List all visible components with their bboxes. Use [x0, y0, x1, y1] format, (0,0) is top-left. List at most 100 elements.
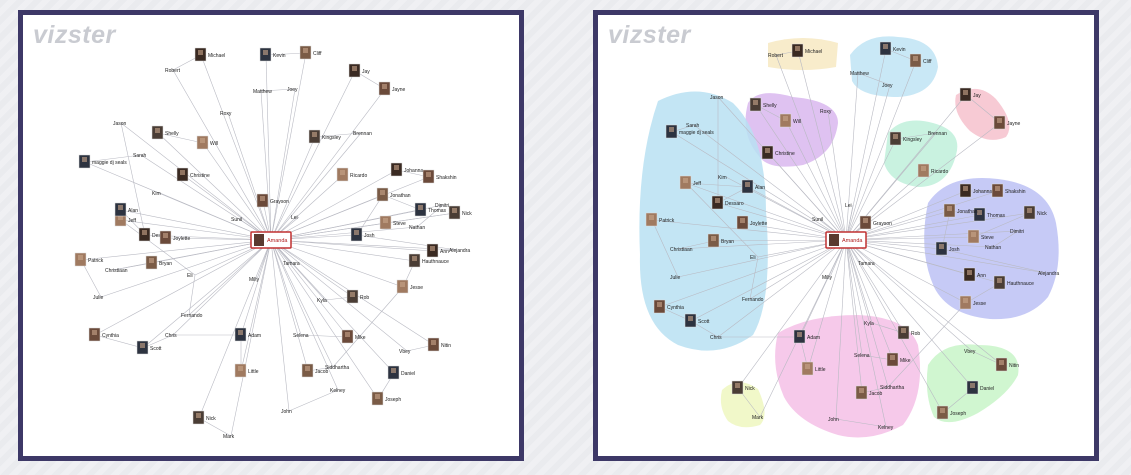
- center-node[interactable]: Amanda: [825, 231, 867, 249]
- person-node[interactable]: Alejandra: [1038, 271, 1059, 277]
- center-node[interactable]: Amanda: [250, 231, 292, 249]
- person-node[interactable]: maggie dj seals: [78, 154, 127, 169]
- person-node[interactable]: Christiaan: [670, 247, 693, 253]
- person-node[interactable]: Julie: [670, 275, 681, 281]
- person-node[interactable]: Nick: [1023, 205, 1047, 220]
- person-node[interactable]: maggie dj seals: [665, 124, 714, 139]
- person-node[interactable]: Nitin: [995, 357, 1019, 372]
- person-node[interactable]: Josh: [350, 227, 375, 242]
- person-node[interactable]: Johanna: [959, 183, 992, 198]
- person-node[interactable]: Fernando: [181, 313, 203, 319]
- person-node[interactable]: Siddhartha: [325, 365, 349, 371]
- person-node[interactable]: Nick: [731, 380, 755, 395]
- person-node[interactable]: Vbey: [399, 349, 411, 355]
- person-node[interactable]: Sunil: [812, 217, 823, 223]
- person-node[interactable]: Kim: [152, 191, 161, 197]
- person-node[interactable]: Mark: [223, 434, 235, 440]
- person-node[interactable]: Christine: [176, 167, 210, 182]
- person-node[interactable]: Milly: [249, 277, 259, 283]
- person-node[interactable]: Matthew: [850, 71, 869, 77]
- person-node[interactable]: Jayne: [378, 81, 406, 96]
- person-node[interactable]: Kim: [718, 175, 727, 181]
- person-node[interactable]: Lei: [845, 203, 852, 209]
- person-node[interactable]: Chris: [710, 335, 722, 341]
- person-node[interactable]: Shakshin: [422, 169, 457, 184]
- person-node[interactable]: Jonathan: [376, 187, 411, 202]
- person-node[interactable]: Will: [779, 113, 801, 128]
- person-node[interactable]: Sarah: [686, 123, 700, 129]
- graph-panel-clustered[interactable]: vizster Michael Robert Kevin Cliff Matthew Jo…: [593, 10, 1099, 461]
- person-node[interactable]: Cliff: [909, 53, 932, 68]
- person-node[interactable]: Mark: [752, 415, 764, 421]
- person-node[interactable]: Joey: [882, 83, 893, 89]
- person-node[interactable]: Sunil: [231, 217, 242, 223]
- person-node[interactable]: Jay: [959, 87, 981, 102]
- person-node[interactable]: Shelly: [749, 97, 777, 112]
- person-node[interactable]: Alejandra: [449, 248, 470, 254]
- person-node[interactable]: Rob: [346, 289, 369, 304]
- person-node[interactable]: Grayson: [859, 215, 892, 230]
- person-node[interactable]: Rob: [897, 325, 920, 340]
- person-node[interactable]: Josh: [935, 241, 960, 256]
- person-node[interactable]: Brennan: [353, 131, 372, 137]
- person-node[interactable]: Michael: [194, 47, 225, 62]
- person-node[interactable]: Sarah: [133, 153, 147, 159]
- person-node[interactable]: Hauthnauce: [993, 275, 1034, 290]
- person-node[interactable]: Nick: [192, 410, 216, 425]
- person-node[interactable]: Michael: [791, 43, 822, 58]
- person-node[interactable]: Kelney: [878, 425, 894, 431]
- person-node[interactable]: Jesse: [959, 295, 986, 310]
- person-node[interactable]: Jay: [348, 63, 370, 78]
- person-node[interactable]: Chris: [165, 333, 177, 339]
- person-node[interactable]: Nathan: [409, 225, 425, 231]
- person-node[interactable]: Siddhartha: [880, 385, 904, 391]
- person-node[interactable]: Kevin: [879, 41, 906, 56]
- person-node[interactable]: Jonathan: [943, 203, 978, 218]
- person-node[interactable]: Roxy: [820, 109, 832, 115]
- person-node[interactable]: Joseph: [371, 391, 401, 406]
- person-node[interactable]: Mike: [341, 329, 366, 344]
- person-node[interactable]: Robert: [165, 68, 181, 74]
- person-node[interactable]: Will: [196, 135, 218, 150]
- person-node[interactable]: Jayne: [993, 115, 1021, 130]
- person-node[interactable]: Scott: [136, 340, 162, 355]
- graph-panel-unclustered[interactable]: vizster Michael Robert Kevin Cliff Matthew Jo…: [18, 10, 524, 461]
- person-node[interactable]: Adam: [234, 327, 261, 342]
- person-node[interactable]: Ann: [963, 267, 986, 282]
- person-node[interactable]: Hauthnauce: [408, 253, 449, 268]
- person-node[interactable]: Alan: [741, 179, 765, 194]
- person-node[interactable]: Alan: [114, 202, 138, 217]
- person-node[interactable]: Jeff: [679, 175, 702, 190]
- person-node[interactable]: Cynthia: [653, 299, 684, 314]
- person-node[interactable]: Ricardo: [917, 163, 948, 178]
- person-node[interactable]: Steve: [967, 229, 994, 244]
- person-node[interactable]: Kingsley: [889, 131, 922, 146]
- person-node[interactable]: Dimitri: [1010, 229, 1024, 235]
- person-node[interactable]: Kelney: [330, 388, 346, 394]
- person-node[interactable]: Fernando: [742, 297, 764, 303]
- person-node[interactable]: Nathan: [985, 245, 1001, 251]
- person-node[interactable]: Christiaan: [105, 268, 128, 274]
- person-node[interactable]: Cynthia: [88, 327, 119, 342]
- person-node[interactable]: Scott: [684, 313, 710, 328]
- person-node[interactable]: Julie: [93, 295, 104, 301]
- person-node[interactable]: John: [828, 417, 839, 423]
- person-node[interactable]: Daniel: [966, 380, 994, 395]
- person-node[interactable]: Tamara: [858, 261, 875, 267]
- person-node[interactable]: Joylette: [159, 230, 190, 245]
- person-node[interactable]: Jesse: [396, 279, 423, 294]
- person-node[interactable]: Christine: [761, 145, 795, 160]
- person-node[interactable]: Kevin: [259, 47, 286, 62]
- person-node[interactable]: Jacob: [855, 385, 883, 400]
- person-node[interactable]: Nick: [448, 205, 472, 220]
- person-node[interactable]: Shelly: [151, 125, 179, 140]
- person-node[interactable]: Ricardo: [336, 167, 367, 182]
- person-node[interactable]: Jason: [710, 95, 724, 101]
- person-node[interactable]: Kingsley: [308, 129, 341, 144]
- person-node[interactable]: Joey: [287, 87, 298, 93]
- person-node[interactable]: Brennan: [928, 131, 947, 137]
- person-node[interactable]: Bryan: [145, 255, 172, 270]
- person-node[interactable]: Nitin: [427, 337, 451, 352]
- person-node[interactable]: Cliff: [299, 45, 322, 60]
- person-node[interactable]: Kyla: [864, 321, 874, 327]
